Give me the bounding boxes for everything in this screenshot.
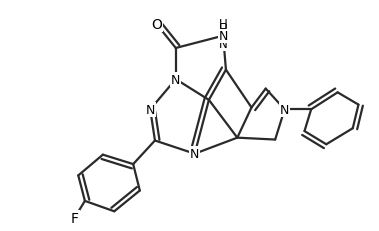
Text: N: N: [146, 103, 155, 116]
Text: N: N: [280, 103, 289, 116]
Text: H
N: H N: [219, 23, 227, 51]
Text: F: F: [70, 211, 78, 225]
Text: N: N: [218, 30, 228, 43]
Text: N: N: [190, 148, 199, 161]
Text: N: N: [171, 73, 180, 86]
Text: O: O: [151, 18, 162, 32]
Text: H: H: [219, 18, 227, 31]
